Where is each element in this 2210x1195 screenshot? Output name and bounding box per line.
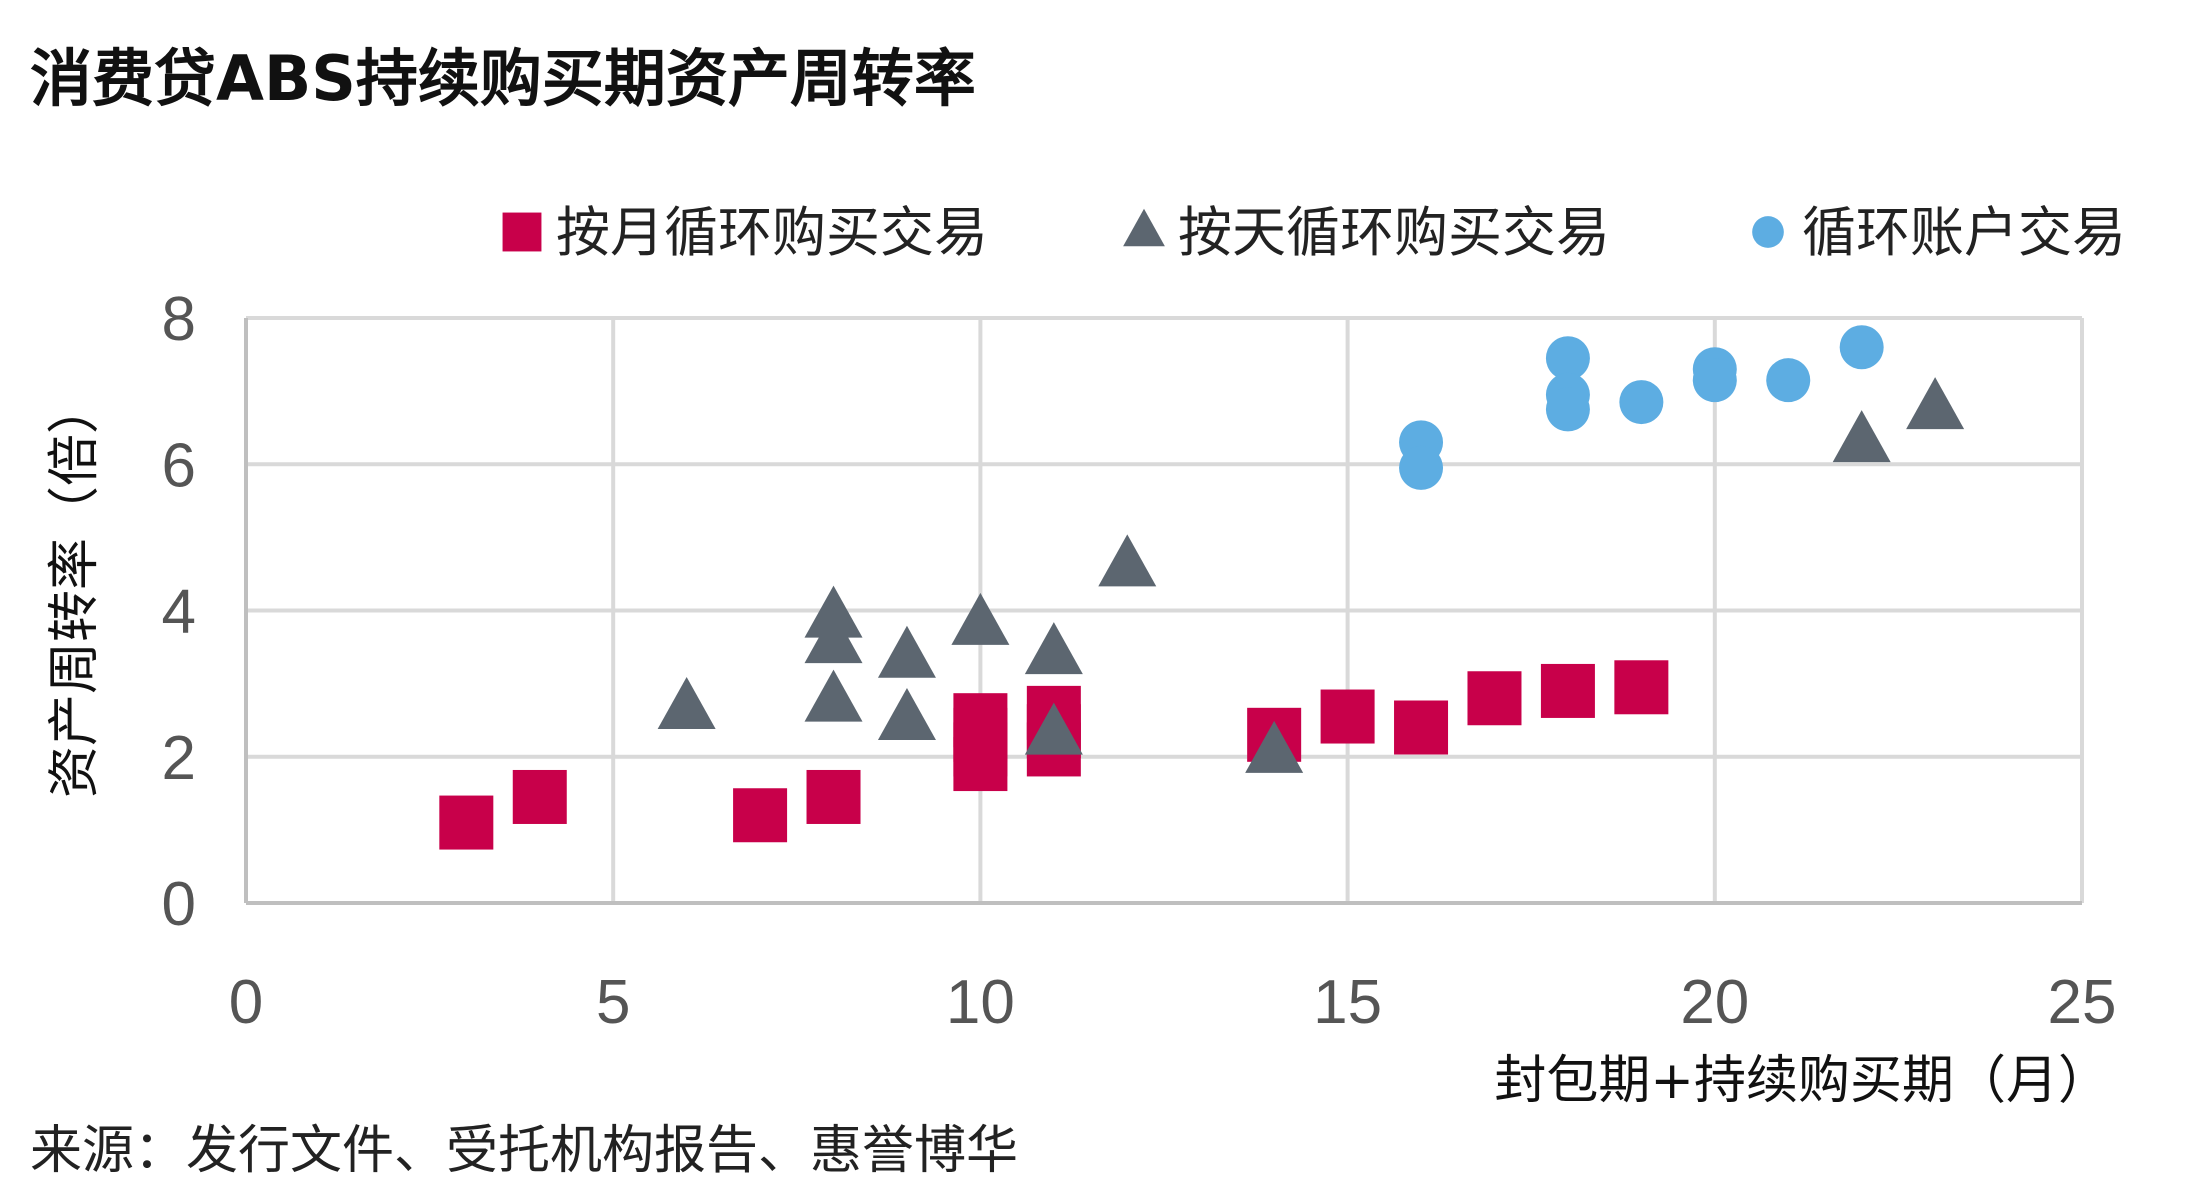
data-point-revolving <box>1619 380 1664 425</box>
y-tick-label: 8 <box>162 285 196 354</box>
data-point-daily <box>804 611 863 664</box>
data-point-daily <box>657 676 716 729</box>
data-point-monthly <box>1394 700 1449 755</box>
grid-lines <box>246 316 2084 903</box>
data-point-monthly <box>1614 660 1669 715</box>
data-point-daily <box>1832 410 1891 463</box>
data-point-monthly <box>1320 689 1375 744</box>
x-tick-label: 15 <box>1313 968 1382 1037</box>
data-point-daily <box>1906 377 1965 430</box>
data-point-revolving <box>1692 358 1737 403</box>
data-point-monthly <box>439 795 494 850</box>
x-tick-label: 20 <box>1680 968 1749 1037</box>
data-point-daily <box>951 592 1010 645</box>
legend-label: 按天循环购买交易 <box>1178 201 1610 264</box>
x-tick-labels: 0 5 10 15 20 25 <box>229 968 2117 1037</box>
data-point-revolving <box>1545 387 1590 432</box>
data-point-daily <box>877 687 936 740</box>
data-point-monthly <box>1467 671 1522 726</box>
data-point-monthly <box>1540 663 1595 718</box>
y-axis-label: 资产周转率（倍） <box>45 382 105 798</box>
data-point-monthly <box>953 737 1008 792</box>
legend-marker <box>1123 208 1165 247</box>
data-point-revolving <box>1399 445 1444 490</box>
y-tick-label: 2 <box>162 724 196 793</box>
y-tick-label: 4 <box>162 578 196 647</box>
legend-label: 按月循环购买交易 <box>556 201 988 264</box>
legend-marker <box>1752 216 1784 248</box>
x-tick-label: 25 <box>2048 968 2117 1037</box>
data-point-monthly <box>733 788 788 843</box>
legend-marker <box>502 212 542 252</box>
data-point-daily <box>1098 534 1157 587</box>
y-tick-label: 0 <box>162 870 196 939</box>
data-point-revolving <box>1545 336 1590 381</box>
data-point-revolving <box>1839 325 1884 370</box>
data-points <box>439 325 1965 850</box>
x-axis-label: 封包期+持续购买期（月） <box>1494 1051 2110 1111</box>
axes <box>244 318 2082 905</box>
data-point-daily <box>877 625 936 678</box>
data-point-monthly <box>806 769 861 824</box>
chart-title: 消费贷ABS持续购买期资产周转率 <box>30 42 976 115</box>
data-point-daily <box>1024 702 1083 755</box>
y-tick-labels: 0 2 4 6 8 <box>162 285 196 939</box>
x-tick-label: 5 <box>596 968 630 1037</box>
legend-label: 循环账户交易 <box>1802 201 2126 264</box>
x-tick-label: 0 <box>229 968 263 1037</box>
data-point-daily <box>1024 622 1083 675</box>
legend: 按月循环购买交易 按天循环购买交易 循环账户交易 <box>502 201 2126 264</box>
data-point-daily <box>1245 720 1304 773</box>
source-note: 来源：发行文件、受托机构报告、惠誉博华 <box>30 1121 1018 1181</box>
data-point-monthly <box>512 769 567 824</box>
y-tick-label: 6 <box>162 431 196 500</box>
data-point-revolving <box>1766 358 1811 403</box>
data-point-daily <box>804 669 863 722</box>
x-tick-label: 10 <box>946 968 1015 1037</box>
